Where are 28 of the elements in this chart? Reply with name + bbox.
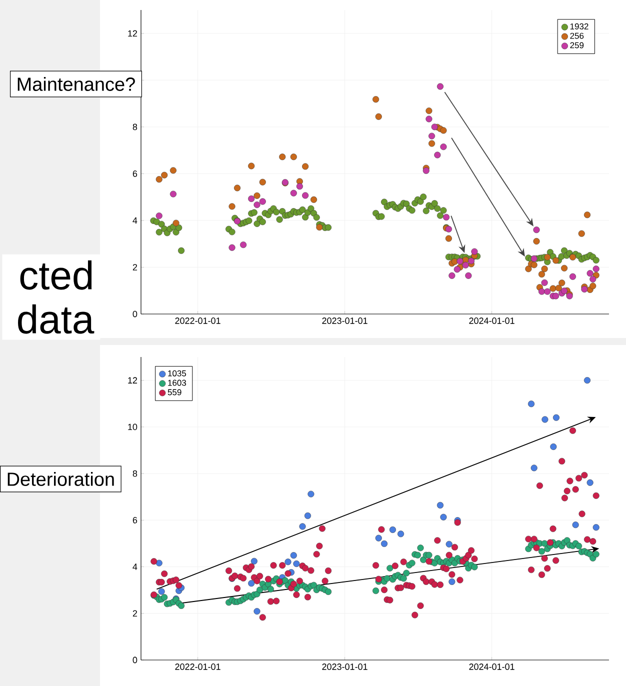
- x-tick-label: 2022-01-01: [175, 318, 220, 324]
- x-tick-label: 2024-01-01: [469, 318, 514, 324]
- legend-label: 256: [570, 32, 584, 39]
- legend-label: 1932: [570, 23, 588, 30]
- legend-label: 559: [168, 389, 182, 396]
- y-tick-label: 2: [132, 264, 138, 270]
- y-tick-label: 6: [132, 170, 138, 177]
- text: Deterioration: [8, 472, 114, 486]
- y-tick-label: 10: [128, 424, 138, 430]
- y-tick-label: 0: [132, 310, 138, 318]
- x-tick-label: 2024-01-01: [469, 664, 514, 670]
- y-tick-label: 12: [128, 30, 138, 37]
- legend-label: 1603: [168, 380, 186, 386]
- legend-label: 1035: [168, 370, 186, 376]
- text: cted data: [18, 260, 94, 334]
- x-tick-label: 2023-01-01: [322, 664, 368, 670]
- y-tick-label: 4: [132, 217, 138, 224]
- y-tick-label: 12: [128, 377, 138, 384]
- y-tick-label: 8: [132, 124, 138, 130]
- y-tick-label: 4: [132, 564, 138, 570]
- y-tick-label: 8: [132, 470, 138, 477]
- y-tick-label: 2: [132, 610, 138, 617]
- x-tick-label: 2023-01-01: [322, 318, 368, 324]
- x-tick-label: 2022-01-01: [175, 664, 220, 670]
- y-tick-label: 0: [132, 656, 138, 664]
- legend-label: 259: [570, 42, 584, 48]
- y-tick-label: 6: [132, 516, 138, 524]
- text: Maintenance?: [18, 77, 135, 91]
